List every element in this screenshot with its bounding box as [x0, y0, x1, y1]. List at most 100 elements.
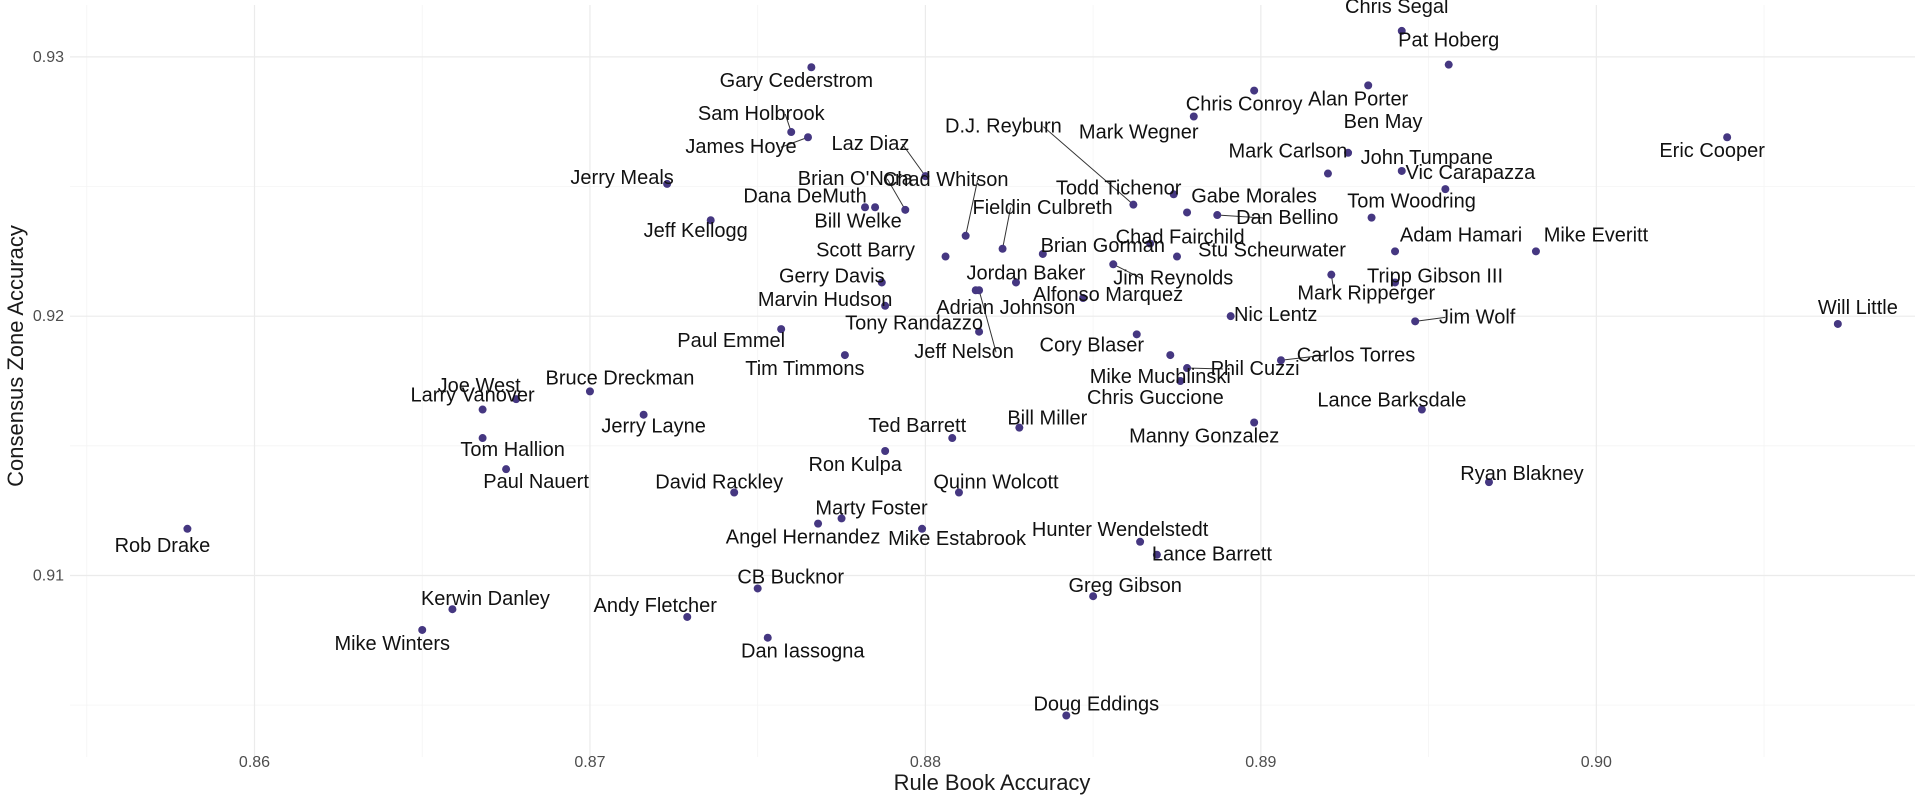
point-label: Pat Hoberg [1398, 30, 1499, 52]
data-point [1484, 478, 1493, 487]
label-leader-line [1002, 207, 1012, 249]
point-label: Alan Porter [1308, 88, 1408, 110]
point-labels: Chris Segal Pat Hoberg Gary Cederstrom Alan… [115, 0, 1898, 716]
point-label: Stu Scheurwater [1198, 240, 1346, 262]
data-point [1364, 81, 1373, 90]
label-leader-line [965, 179, 979, 236]
x-tick-label: 0.90 [1581, 754, 1612, 771]
grid-lines [70, 5, 1915, 757]
data-point [1173, 252, 1181, 261]
point-label: Tripp Gibson III [1367, 265, 1503, 287]
data-point [763, 633, 772, 642]
data-point [961, 231, 970, 240]
data-point [1152, 550, 1161, 559]
label-leader-line [1113, 263, 1142, 279]
point-label: Eric Cooper [1659, 140, 1765, 162]
data-point [840, 351, 849, 360]
data-point [1038, 249, 1047, 258]
data-point [1169, 190, 1178, 199]
data-point [1323, 169, 1332, 178]
data-point [512, 395, 521, 404]
point-label: Jeff Nelson [914, 341, 1014, 363]
data-points [183, 26, 1842, 720]
data-point [954, 488, 963, 497]
point-label: Gerry Davis [779, 265, 885, 287]
point-label: Gary Cederstrom [720, 70, 873, 92]
data-point [1213, 211, 1222, 220]
point-label: Fieldin Culbreth [973, 197, 1113, 219]
x-tick-label: 0.89 [1245, 754, 1276, 771]
point-label: Dan Bellino [1236, 207, 1338, 229]
data-point [861, 203, 870, 212]
point-label: Tom Woodring [1347, 191, 1476, 213]
point-label: Lance Barrett [1152, 544, 1273, 566]
point-label: Mike Everitt [1544, 224, 1649, 246]
point-label: Will Little [1818, 297, 1898, 319]
point-label: Bill Miller [1007, 408, 1087, 430]
point-label: Jim Wolf [1439, 306, 1516, 328]
point-label: Bruce Dreckman [545, 367, 694, 389]
point-label: Carlos Torres [1297, 344, 1416, 366]
data-point [1166, 351, 1175, 360]
point-label: Chris Guccione [1087, 387, 1224, 409]
point-label: Brian O'Nora [798, 168, 914, 190]
point-label: Chad Fairchild [1116, 227, 1245, 249]
data-point [807, 63, 816, 72]
point-label: Manny Gonzalez [1129, 425, 1279, 447]
point-label: David Rackley [655, 472, 783, 494]
point-label: Jeff Kellogg [644, 220, 748, 242]
data-point [804, 133, 812, 142]
label-leader-line [780, 136, 809, 148]
data-point [1015, 423, 1024, 432]
point-label: Brian Gorman [1041, 235, 1166, 257]
data-point [1089, 592, 1098, 601]
data-point [1250, 86, 1259, 95]
data-point [837, 514, 846, 523]
data-point [478, 434, 487, 443]
data-point [948, 434, 957, 443]
data-point [706, 216, 715, 225]
data-point [1391, 247, 1400, 256]
data-point [639, 410, 648, 419]
point-label: Greg Gibson [1068, 575, 1181, 597]
data-point [683, 612, 692, 621]
point-label: Todd Tichenor [1056, 177, 1182, 199]
point-label: Ben May [1344, 111, 1423, 133]
y-tick-label: 0.92 [33, 308, 64, 325]
label-leader-line [886, 178, 906, 211]
data-point [1109, 260, 1118, 269]
y-tick-label: 0.91 [33, 567, 64, 584]
data-point [1129, 200, 1138, 209]
point-label: Mike Muchlinski [1090, 366, 1231, 388]
data-point [814, 519, 823, 528]
point-label: Paul Emmel [677, 330, 785, 352]
point-label: Chad Whitson [883, 169, 1009, 191]
y-tick-label: 0.93 [33, 49, 64, 66]
data-point [1062, 711, 1071, 720]
data-point [1391, 278, 1400, 287]
data-point [921, 172, 930, 181]
point-label: Hunter Wendelstedt [1032, 519, 1209, 541]
label-leader-line [1043, 126, 1134, 206]
data-point [1397, 26, 1406, 35]
point-label: Gabe Morales [1191, 185, 1317, 207]
data-point [877, 278, 886, 287]
data-point [1417, 405, 1426, 414]
point-label: Chris Conroy [1186, 94, 1303, 116]
point-label: Mark Wegner [1079, 122, 1199, 144]
label-leader-line [1415, 316, 1446, 322]
data-point [1723, 133, 1732, 142]
data-point [1226, 312, 1235, 321]
data-point [1531, 247, 1540, 256]
point-label: Tony Randazzo [845, 313, 983, 335]
data-point [1146, 239, 1155, 248]
point-label: Rob Drake [115, 535, 211, 557]
data-point [1833, 319, 1842, 328]
data-point [1327, 270, 1336, 279]
point-label: Mike Winters [334, 633, 450, 655]
data-point [1183, 208, 1192, 217]
point-label: Larry Vanover [411, 385, 535, 407]
point-label: Mike Estabrook [888, 528, 1027, 550]
point-label: Bill Welke [814, 210, 901, 232]
